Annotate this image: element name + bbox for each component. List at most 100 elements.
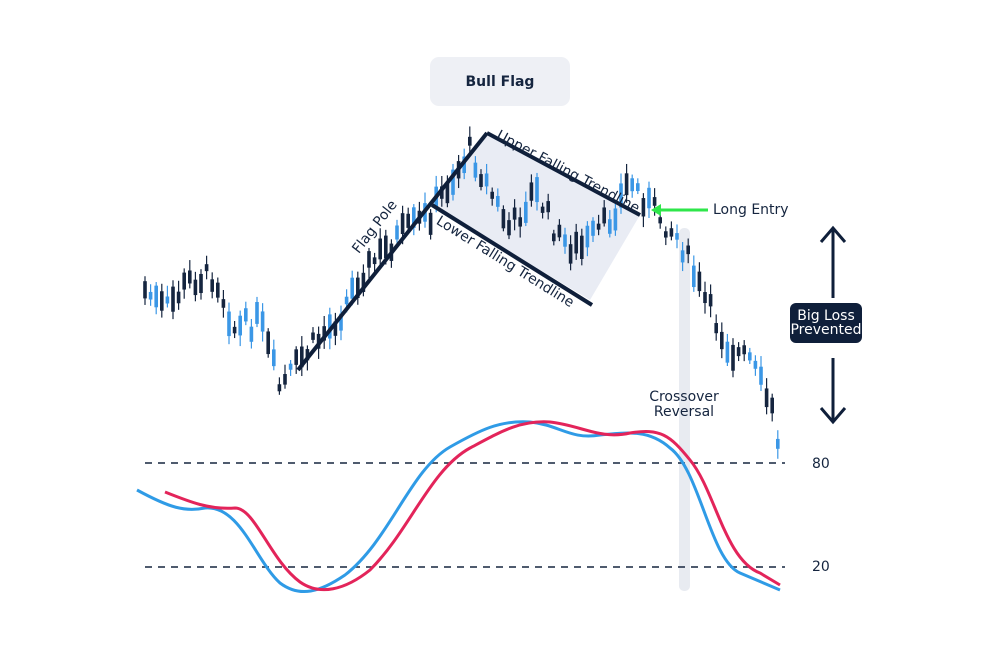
candle-part <box>669 228 674 237</box>
candle-part <box>322 326 326 341</box>
candle-part <box>613 208 618 231</box>
candle-part <box>546 201 550 213</box>
level-label: 80 <box>812 456 830 472</box>
candle-part <box>703 292 707 304</box>
candle-part <box>507 220 511 236</box>
candle-part <box>736 347 741 357</box>
candle-part <box>647 187 651 209</box>
candle-part <box>400 213 405 235</box>
candle-part <box>473 162 478 178</box>
crossover-label: Crossover <box>649 389 719 405</box>
candle-part <box>384 235 388 259</box>
candle-part <box>524 201 528 223</box>
candle-part <box>171 286 175 312</box>
candle-part <box>753 360 758 369</box>
candle-part <box>496 195 500 207</box>
candle-part <box>300 346 304 368</box>
candle-part <box>294 349 298 365</box>
candle-part <box>210 279 214 292</box>
candle-part <box>221 299 226 308</box>
big-loss-box <box>790 303 862 343</box>
candle-part <box>199 273 203 294</box>
candle-part <box>479 174 483 187</box>
candle-part <box>708 294 713 307</box>
candle-part <box>188 270 192 284</box>
candle-part <box>591 220 595 236</box>
candle-part <box>361 272 366 292</box>
candle-part <box>412 207 416 228</box>
candle-part <box>277 384 282 392</box>
candle-part <box>255 302 259 324</box>
candle-part <box>608 219 612 234</box>
candle-part <box>311 332 315 340</box>
crossover-bar <box>679 228 690 591</box>
candle-part <box>585 225 590 248</box>
long-entry-label: Long Entry <box>713 202 789 218</box>
lower-trendline <box>430 203 594 307</box>
candle-part <box>143 281 147 299</box>
candle-part <box>557 224 562 238</box>
slow-line <box>164 420 781 592</box>
long-entry-arrowhead <box>651 204 661 216</box>
candle-part <box>468 136 472 146</box>
candle-part <box>697 271 702 292</box>
candle-part <box>333 321 338 336</box>
candle-part <box>574 231 578 254</box>
candle-part <box>378 238 382 260</box>
candle-part <box>272 349 276 367</box>
candle-part <box>725 341 730 363</box>
candle-part <box>227 311 231 337</box>
candle-part <box>305 349 310 361</box>
candle-part <box>288 363 293 370</box>
candle-part <box>630 178 634 192</box>
candle-part <box>445 183 450 204</box>
candle-part <box>244 308 248 322</box>
down-arrow <box>819 358 847 425</box>
candle-part <box>350 277 354 299</box>
candle-part <box>680 250 685 263</box>
candle-part <box>535 177 539 203</box>
candle-part <box>641 198 646 217</box>
candle-part <box>165 296 170 304</box>
candle-part <box>692 265 696 288</box>
candle-part <box>406 213 410 228</box>
candle-part <box>249 326 254 342</box>
candle-part <box>216 282 220 298</box>
candle-part <box>266 331 270 355</box>
candle-part <box>395 225 399 240</box>
candle-part <box>636 183 640 192</box>
candle-part <box>596 223 601 230</box>
candle-part <box>720 331 724 350</box>
upper-trendline <box>486 131 641 217</box>
candle-part <box>193 279 198 296</box>
candle-part <box>540 206 545 213</box>
crossover-label: Reversal <box>654 404 714 420</box>
candle-part <box>160 291 164 311</box>
candle-part <box>518 217 522 227</box>
candle-part <box>652 197 657 206</box>
fast-line <box>136 420 781 593</box>
big-loss-label: Big Loss <box>797 308 855 324</box>
candle-part <box>339 313 343 331</box>
candle-part <box>742 345 746 355</box>
candle-part <box>759 366 763 385</box>
candle-part <box>501 209 506 229</box>
candle-part <box>714 323 718 334</box>
candle-part <box>204 264 209 272</box>
candle-part <box>512 207 517 220</box>
candle-part <box>484 173 489 187</box>
candle-part <box>675 233 679 240</box>
candle-part <box>529 182 534 201</box>
candle-part <box>568 244 573 264</box>
candle-part <box>232 326 237 334</box>
candle-part <box>580 235 584 259</box>
title: Bull Flag <box>466 74 535 90</box>
candle-part <box>182 272 186 290</box>
candle-part <box>451 169 455 195</box>
candle-part <box>154 285 158 308</box>
candle-part <box>148 291 153 300</box>
candle-part <box>602 207 606 224</box>
candle-part <box>238 315 242 336</box>
candle-part <box>664 231 668 238</box>
